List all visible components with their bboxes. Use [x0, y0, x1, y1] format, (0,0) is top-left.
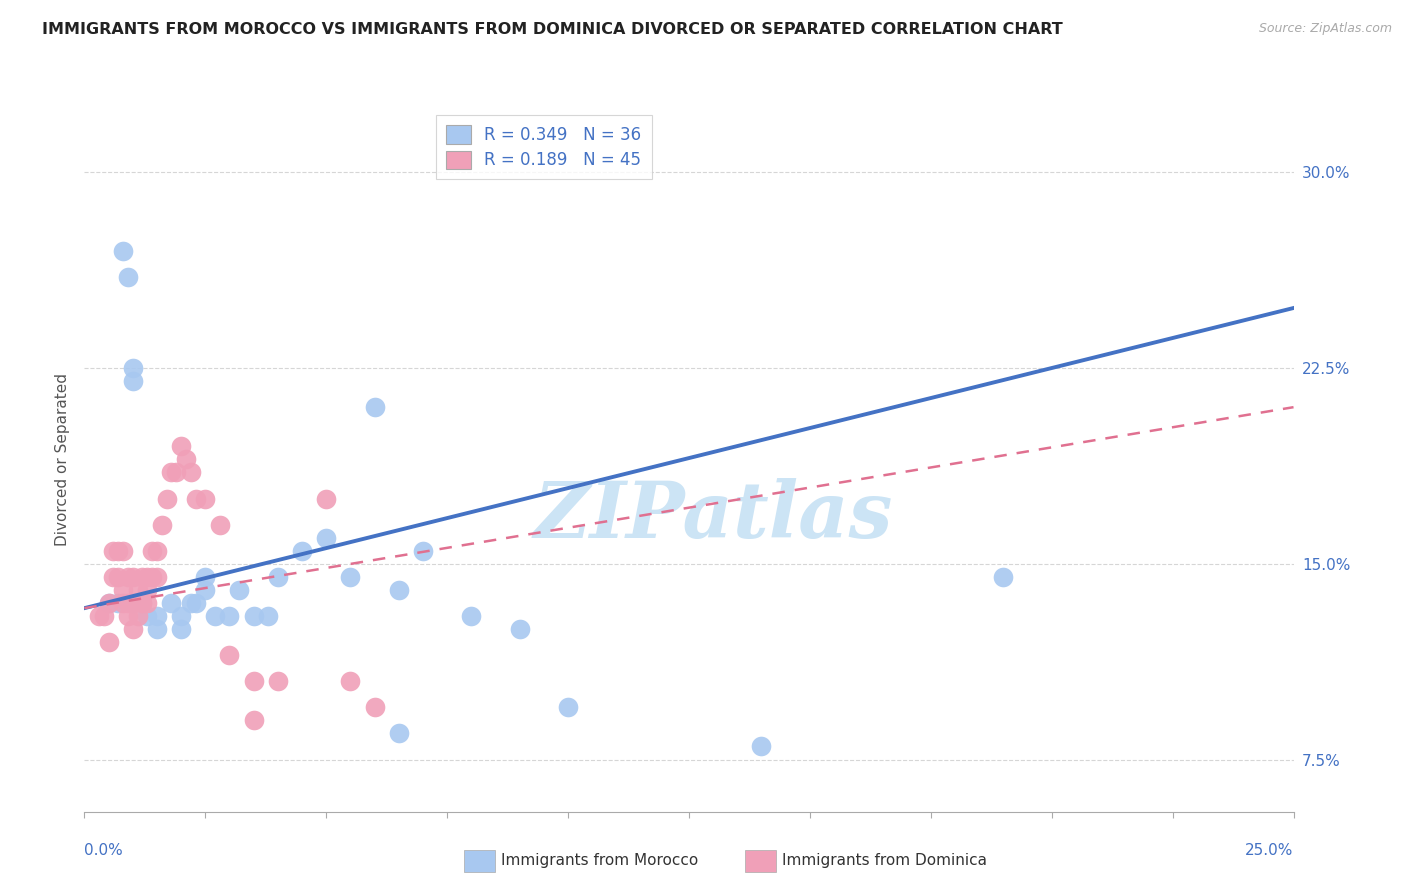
Point: [117, 596, 139, 610]
Y-axis label: Divorced or Separated: Divorced or Separated: [55, 373, 70, 546]
Point: [112, 582, 135, 597]
Point: [107, 596, 129, 610]
Point: [150, 517, 173, 532]
Point: [242, 674, 264, 689]
Point: [160, 466, 183, 480]
Text: 0.0%: 0.0%: [84, 843, 124, 858]
Point: [107, 543, 129, 558]
Text: IMMIGRANTS FROM MOROCCO VS IMMIGRANTS FROM DOMINICA DIVORCED OR SEPARATED CORREL: IMMIGRANTS FROM MOROCCO VS IMMIGRANTS FR…: [42, 22, 1063, 37]
Point: [267, 674, 290, 689]
Point: [141, 570, 163, 584]
Point: [363, 400, 385, 414]
Point: [460, 609, 482, 624]
Point: [194, 582, 217, 597]
Point: [412, 543, 434, 558]
Point: [242, 609, 264, 624]
Point: [103, 570, 125, 584]
Point: [557, 700, 579, 714]
Point: [131, 596, 153, 610]
Point: [87, 609, 110, 624]
Point: [103, 543, 125, 558]
Point: [242, 714, 264, 728]
Point: [121, 361, 143, 376]
Text: ZIPatlas: ZIPatlas: [533, 477, 893, 554]
Point: [184, 491, 207, 506]
Point: [170, 622, 193, 636]
Point: [208, 517, 231, 532]
Text: 25.0%: 25.0%: [1246, 843, 1294, 858]
Point: [107, 570, 129, 584]
Legend: R = 0.349   N = 36, R = 0.189   N = 45: R = 0.349 N = 36, R = 0.189 N = 45: [436, 115, 651, 179]
Point: [228, 582, 250, 597]
Point: [146, 622, 169, 636]
Point: [315, 491, 337, 506]
Point: [291, 543, 314, 558]
Point: [165, 466, 187, 480]
Point: [131, 596, 153, 610]
Point: [136, 570, 159, 584]
Point: [257, 609, 280, 624]
Point: [180, 466, 202, 480]
Point: [121, 622, 143, 636]
Point: [141, 543, 163, 558]
Point: [204, 609, 226, 624]
Point: [194, 570, 217, 584]
Point: [184, 596, 207, 610]
Point: [117, 609, 139, 624]
Point: [121, 596, 143, 610]
Point: [218, 609, 240, 624]
Point: [339, 674, 361, 689]
Point: [509, 622, 531, 636]
Point: [174, 452, 197, 467]
Point: [117, 269, 139, 284]
Point: [146, 543, 169, 558]
Point: [117, 570, 139, 584]
Point: [146, 609, 169, 624]
Point: [339, 570, 361, 584]
Point: [121, 374, 143, 388]
Point: [146, 570, 169, 584]
Point: [112, 244, 135, 258]
Point: [180, 596, 202, 610]
Point: [97, 596, 120, 610]
Point: [121, 570, 143, 584]
Point: [363, 700, 385, 714]
Point: [315, 531, 337, 545]
Point: [170, 609, 193, 624]
Point: [170, 439, 193, 453]
Point: [127, 582, 149, 597]
Text: Immigrants from Morocco: Immigrants from Morocco: [501, 854, 697, 868]
Point: [112, 543, 135, 558]
Point: [121, 596, 143, 610]
Point: [993, 570, 1015, 584]
Point: [136, 596, 159, 610]
Text: Immigrants from Dominica: Immigrants from Dominica: [782, 854, 987, 868]
Point: [131, 570, 153, 584]
Point: [267, 570, 290, 584]
Point: [97, 596, 120, 610]
Point: [97, 635, 120, 649]
Point: [155, 491, 177, 506]
Point: [218, 648, 240, 662]
Point: [136, 582, 159, 597]
Point: [388, 726, 411, 740]
Point: [751, 739, 773, 754]
Point: [160, 596, 183, 610]
Point: [136, 609, 159, 624]
Point: [112, 596, 135, 610]
Point: [127, 609, 149, 624]
Point: [194, 491, 217, 506]
Text: Source: ZipAtlas.com: Source: ZipAtlas.com: [1258, 22, 1392, 36]
Point: [93, 609, 115, 624]
Point: [388, 582, 411, 597]
